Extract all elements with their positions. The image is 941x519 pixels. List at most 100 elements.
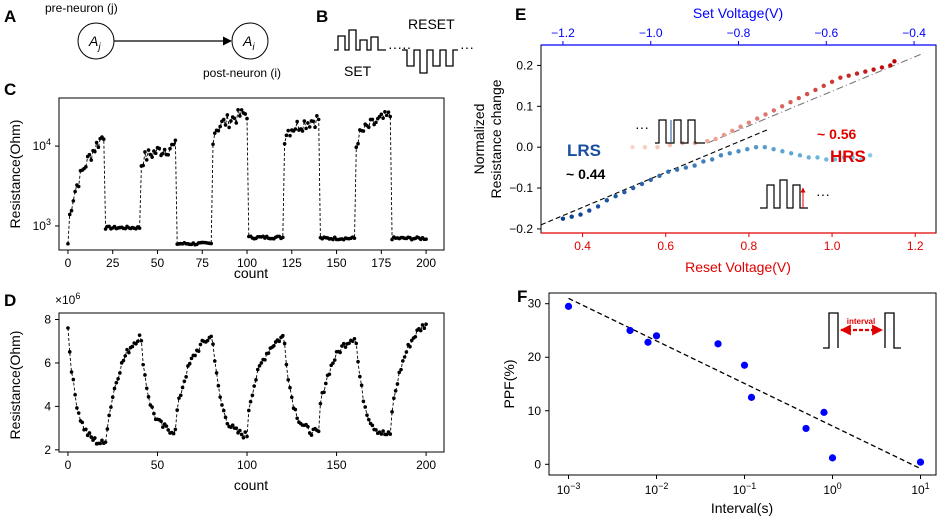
- chart-f-frame: [548, 292, 937, 476]
- chart-c-point: [311, 119, 316, 124]
- chart-e-lrs-point: [718, 153, 724, 158]
- chart-d-point: [110, 395, 115, 399]
- chart-e-lrs-point: [867, 153, 873, 158]
- chart-c-xtick-label: 150: [327, 256, 347, 270]
- chart-f-point: [820, 408, 828, 416]
- set-inset-ellipsis-icon: ···: [635, 119, 649, 135]
- chart-e-hrs-point: [854, 71, 860, 76]
- chart-d-point: [306, 424, 310, 429]
- chart-d-point: [338, 350, 342, 355]
- chart-c-point: [87, 152, 92, 157]
- chart-c-point: [166, 152, 171, 157]
- chart-c-point: [307, 125, 312, 129]
- chart-d-point: [284, 362, 289, 367]
- chart-e-lrs-point: [709, 157, 715, 162]
- chart-e-lrs-point: [692, 163, 697, 168]
- pulse-ellipsis-icon: ·····: [388, 39, 411, 55]
- chart-d-point: [247, 408, 251, 413]
- chart-d-point: [366, 417, 371, 422]
- chart-c-ytick-label: 103: [33, 217, 51, 233]
- chart-f-ylabel: PPF(%): [501, 360, 517, 409]
- panel-label-c: C: [4, 80, 16, 99]
- chart-d-point: [112, 386, 117, 391]
- chart-d-point: [318, 401, 323, 406]
- chart-d-point: [218, 395, 222, 399]
- chart-d-frame: [58, 312, 445, 453]
- chart-c-point: [295, 119, 299, 124]
- chart-d-point: [309, 433, 314, 437]
- chart-c-point: [238, 114, 242, 118]
- neuron-i-node: [231, 22, 269, 60]
- chart-d-point: [370, 423, 375, 428]
- chart-d-point: [109, 405, 113, 409]
- chart-d-point: [100, 438, 104, 443]
- chart-c-point: [304, 126, 308, 131]
- lrs-slope-label: ~ 0.44: [566, 166, 606, 182]
- chart-c-ytick-label: 104: [33, 137, 51, 153]
- chart-c-point: [150, 155, 154, 159]
- chart-d-point: [180, 385, 185, 390]
- chart-d-point: [239, 432, 244, 437]
- chart-d-point: [388, 432, 393, 436]
- chart-c-point: [316, 117, 321, 122]
- chart-c-point: [171, 142, 176, 147]
- pre-neuron-label: pre-neuron (j): [45, 1, 118, 15]
- chart-c-xtick-label: 125: [282, 256, 302, 270]
- chart-c-point: [141, 163, 145, 168]
- chart-c-point: [73, 189, 77, 194]
- chart-c-point: [101, 137, 106, 142]
- chart-d-point: [322, 390, 326, 395]
- chart-c-xtick-label: 175: [371, 256, 391, 270]
- chart-d-point: [418, 328, 423, 333]
- chart-d-point: [175, 408, 179, 412]
- chart-e-xtick-label: 1.0: [824, 239, 841, 253]
- chart-d-point: [205, 338, 210, 343]
- chart-d-point: [184, 375, 188, 379]
- chart-d-point: [341, 341, 346, 346]
- chart-c-point: [137, 226, 142, 230]
- chart-e-hrs-point: [705, 138, 710, 144]
- chart-c-point: [69, 208, 74, 213]
- chart-d-point: [76, 411, 81, 415]
- chart-e-lrs-point: [806, 155, 811, 160]
- lrs-label: LRS: [567, 141, 601, 160]
- chart-c-point: [221, 117, 226, 122]
- chart-c-point: [306, 121, 310, 125]
- chart-e-lrs-point: [666, 169, 671, 174]
- chart-e-xlabel: Reset Voltage(V): [685, 259, 791, 275]
- chart-d-point: [182, 379, 187, 384]
- chart-e-hrs-point: [642, 144, 648, 150]
- chart-c-point: [96, 145, 101, 150]
- chart-d-point: [71, 377, 76, 382]
- chart-e-lrs-point: [569, 214, 574, 219]
- chart-d-point: [257, 364, 262, 368]
- chart-e-xtick-label: 0.4: [574, 239, 591, 253]
- chart-d-point: [171, 431, 176, 436]
- chart-e-lrs-point: [780, 149, 785, 154]
- chart-f-xtick-label: 10−1: [733, 481, 757, 497]
- chart-c-point: [302, 119, 307, 123]
- chart-d-point: [187, 361, 192, 366]
- set-label: SET: [344, 63, 372, 79]
- chart-c-point: [229, 119, 233, 123]
- chart-d-point: [295, 416, 299, 421]
- chart-c-point: [293, 127, 298, 131]
- chart-e-hrs-point: [730, 128, 735, 134]
- chart-e-lrs-point: [797, 153, 803, 158]
- chart-c-point: [281, 235, 285, 240]
- chart-d-xtick-label: 100: [237, 458, 257, 472]
- chart-f-xtick-label: 100: [823, 481, 841, 497]
- chart-d-xtick-label: 0: [65, 458, 72, 472]
- chart-d-point: [121, 358, 126, 363]
- chart-d-point: [107, 413, 111, 418]
- chart-e-lrs-point: [832, 157, 838, 162]
- chart-e-top-xlabel: Set Voltage(V): [693, 5, 783, 21]
- chart-d-point: [277, 339, 282, 344]
- chart-d-point: [272, 344, 276, 348]
- chart-d-point: [178, 393, 183, 398]
- chart-c-point: [93, 149, 97, 154]
- chart-d-point: [123, 354, 128, 358]
- chart-d-point: [252, 384, 256, 388]
- chart-c-point: [76, 184, 81, 189]
